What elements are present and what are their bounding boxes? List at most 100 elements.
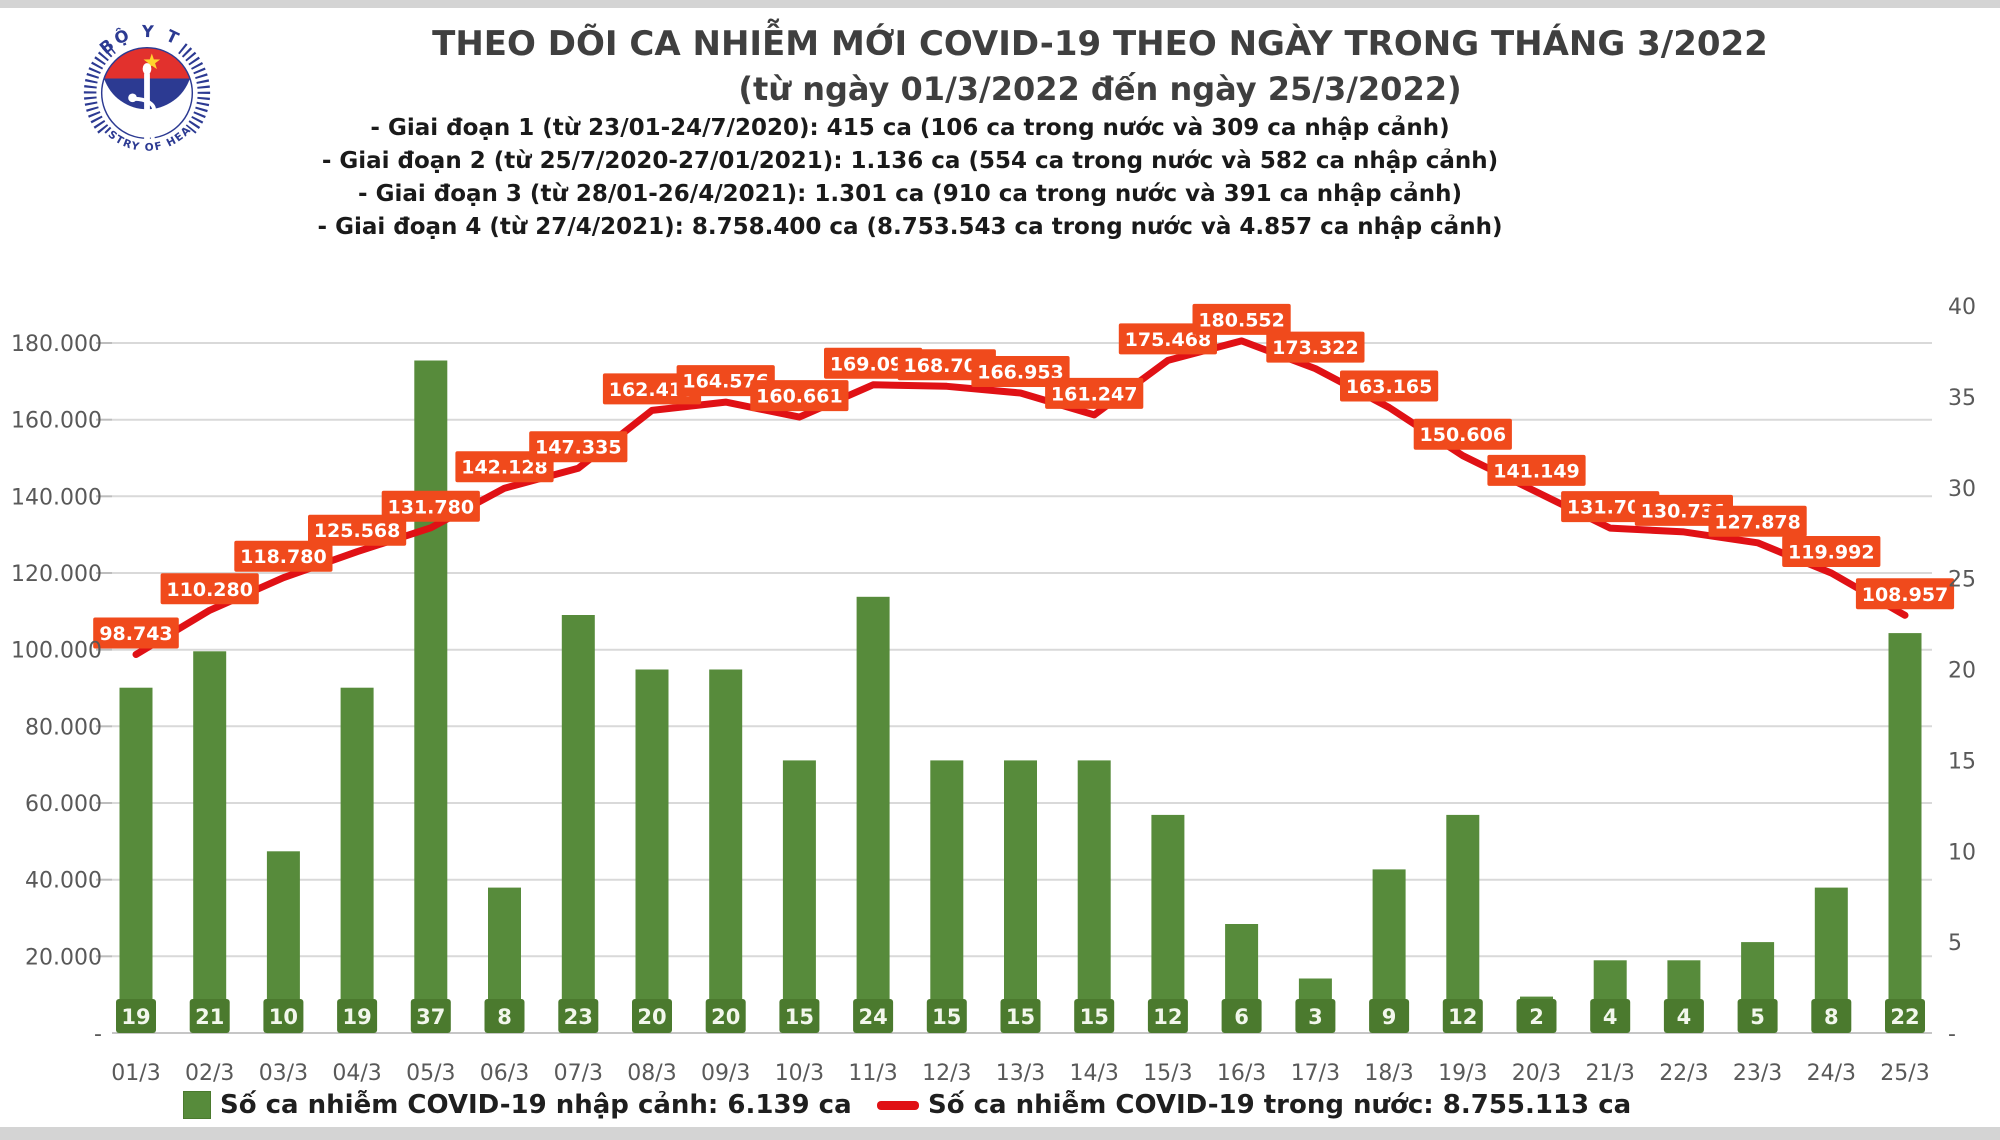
page-subtitle: (từ ngày 01/3/2022 đến ngày 25/3/2022) bbox=[738, 70, 1462, 108]
bar-value-badge: 20 bbox=[705, 999, 746, 1033]
x-axis-label: 21/3 bbox=[1585, 1061, 1634, 1086]
bar bbox=[340, 687, 374, 1033]
domestic-value-label: 162.415 bbox=[602, 373, 702, 405]
svg-text:142.128: 142.128 bbox=[461, 457, 548, 479]
domestic-value-label: 141.149 bbox=[1487, 454, 1586, 486]
left-axis-tick: 160.000 bbox=[11, 409, 102, 434]
bar-value-badge: 8 bbox=[1811, 999, 1852, 1033]
x-axis-label: 22/3 bbox=[1659, 1061, 1708, 1086]
right-axis-tick: 20 bbox=[1948, 659, 1976, 684]
left-axis-tick: 100.000 bbox=[11, 639, 102, 664]
bar bbox=[1151, 814, 1185, 1033]
domestic-value-label: 168.704 bbox=[897, 349, 996, 381]
svg-text:150.606: 150.606 bbox=[1420, 424, 1507, 446]
svg-text:24: 24 bbox=[858, 1005, 887, 1029]
svg-text:175.468: 175.468 bbox=[1125, 329, 1212, 351]
x-axis-label: 08/3 bbox=[627, 1061, 676, 1086]
svg-text:9: 9 bbox=[1382, 1005, 1397, 1029]
svg-text:12: 12 bbox=[1448, 1005, 1477, 1029]
domestic-value-label: 98.743 bbox=[93, 617, 179, 649]
x-axis-label: 19/3 bbox=[1438, 1061, 1487, 1086]
svg-text:37: 37 bbox=[416, 1005, 445, 1029]
x-axis-label: 05/3 bbox=[406, 1061, 455, 1086]
page-title: THEO DÕI CA NHIỄM MỚI COVID-19 THEO NGÀY… bbox=[432, 24, 1768, 64]
svg-text:166.953: 166.953 bbox=[977, 362, 1064, 384]
bar-value-badge: 12 bbox=[1147, 999, 1188, 1033]
bar-value-badge: 4 bbox=[1663, 999, 1704, 1033]
right-axis-tick: 40 bbox=[1948, 295, 1976, 320]
note-phase-4: - Giai đoạn 4 (từ 27/4/2021): 8.758.400 … bbox=[317, 214, 1503, 240]
bar bbox=[930, 760, 964, 1033]
left-axis-tick: 180.000 bbox=[11, 332, 102, 357]
bar-value-badge: 10 bbox=[263, 999, 304, 1033]
left-axis-tick: 40.000 bbox=[25, 869, 102, 894]
svg-text:23: 23 bbox=[564, 1005, 593, 1029]
svg-text:180.552: 180.552 bbox=[1198, 309, 1285, 331]
bar bbox=[1004, 760, 1037, 1033]
svg-text:118.780: 118.780 bbox=[240, 546, 327, 568]
svg-text:4: 4 bbox=[1603, 1005, 1618, 1029]
left-axis-tick: 20.000 bbox=[25, 945, 102, 970]
bar-value-badge: 15 bbox=[926, 999, 967, 1033]
bar-series-swatch-icon bbox=[183, 1091, 211, 1119]
svg-text:4: 4 bbox=[1677, 1005, 1692, 1029]
legend-item-domestic: Số ca nhiễm COVID-19 trong nước: 8.755.1… bbox=[877, 1090, 1631, 1120]
legend-item-imported: Số ca nhiễm COVID-19 nhập cảnh: 6.139 ca bbox=[183, 1090, 852, 1120]
bar-value-badge: 2 bbox=[1516, 999, 1557, 1033]
domestic-value-label: 108.957 bbox=[1855, 578, 1955, 610]
legend-imported-label: Số ca nhiễm COVID-19 nhập cảnh: 6.139 ca bbox=[220, 1090, 852, 1120]
right-axis-tick: 5 bbox=[1948, 931, 1962, 956]
svg-text:127.878: 127.878 bbox=[1714, 511, 1801, 533]
domestic-value-label: 118.780 bbox=[234, 540, 333, 572]
domestic-value-label: 110.280 bbox=[160, 573, 259, 605]
domestic-value-label: 164.576 bbox=[676, 365, 775, 397]
domestic-value-label: 130.731 bbox=[1634, 494, 1733, 526]
bar bbox=[414, 360, 448, 1033]
svg-text:131.709: 131.709 bbox=[1567, 497, 1654, 519]
svg-text:15: 15 bbox=[1006, 1005, 1035, 1029]
bar-value-badge: 19 bbox=[337, 999, 378, 1033]
left-axis-tick: - bbox=[94, 1022, 102, 1047]
x-axis-label: 12/3 bbox=[922, 1061, 971, 1086]
svg-text:119.992: 119.992 bbox=[1788, 542, 1875, 564]
svg-text:164.576: 164.576 bbox=[682, 371, 769, 393]
svg-text:110.280: 110.280 bbox=[166, 579, 253, 601]
domestic-value-label: 131.780 bbox=[381, 490, 480, 522]
bar-value-badge: 9 bbox=[1369, 999, 1410, 1033]
bar-value-badge: 8 bbox=[484, 999, 525, 1033]
x-axis-label: 24/3 bbox=[1807, 1061, 1856, 1086]
svg-text:173.322: 173.322 bbox=[1272, 337, 1359, 359]
svg-text:19: 19 bbox=[342, 1005, 371, 1029]
bar bbox=[635, 669, 669, 1033]
svg-text:6: 6 bbox=[1234, 1005, 1249, 1029]
bar bbox=[193, 651, 227, 1033]
svg-text:168.704: 168.704 bbox=[904, 355, 991, 377]
bar-value-badge: 22 bbox=[1885, 999, 1925, 1033]
domestic-value-label: 180.552 bbox=[1192, 303, 1291, 335]
svg-text:8: 8 bbox=[1824, 1005, 1839, 1029]
svg-text:10: 10 bbox=[269, 1005, 298, 1029]
svg-text:15: 15 bbox=[785, 1005, 814, 1029]
svg-text:15: 15 bbox=[1080, 1005, 1109, 1029]
phase-notes: - Giai đoạn 1 (từ 23/01-24/7/2020): 415 … bbox=[0, 112, 1820, 244]
domestic-value-label: 173.322 bbox=[1266, 331, 1365, 363]
bar-value-badge: 5 bbox=[1737, 999, 1778, 1033]
bar-value-badge: 15 bbox=[1074, 999, 1115, 1033]
svg-text:161.247: 161.247 bbox=[1051, 383, 1138, 405]
x-axis-label: 18/3 bbox=[1364, 1061, 1413, 1086]
right-axis-tick: 30 bbox=[1948, 477, 1976, 502]
asclepius-staff-icon bbox=[128, 63, 156, 153]
svg-text:147.335: 147.335 bbox=[535, 437, 622, 459]
bar-value-badge: 19 bbox=[116, 999, 156, 1033]
domestic-value-label: 175.468 bbox=[1118, 323, 1217, 355]
imported-bars-series: 19 21 10 19 37 8 23 20 20 15 24 15 15 15 12 6 3 9 12 2 4 4 5 8 2… bbox=[116, 360, 1925, 1034]
left-axis-tick: 140.000 bbox=[11, 485, 102, 510]
svg-text:3: 3 bbox=[1308, 1005, 1323, 1029]
svg-text:8: 8 bbox=[497, 1005, 512, 1029]
left-axis-tick: 80.000 bbox=[25, 715, 102, 740]
bar-value-badge: 4 bbox=[1590, 999, 1631, 1033]
domestic-line bbox=[132, 337, 1909, 658]
